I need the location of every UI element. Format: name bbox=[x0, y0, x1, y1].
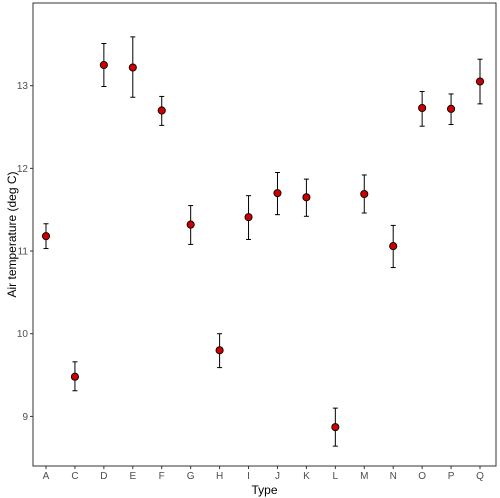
data-point-P bbox=[447, 104, 456, 113]
x-tick-label-C: C bbox=[71, 471, 78, 482]
y-axis: 9 10 11 12 13 bbox=[17, 81, 33, 423]
x-tick-label-O: O bbox=[418, 471, 426, 482]
point-group-D bbox=[99, 43, 108, 88]
point-group-E bbox=[128, 36, 137, 98]
x-tick-label-I: I bbox=[247, 471, 250, 482]
plot-panel bbox=[32, 2, 497, 467]
point-group-F bbox=[157, 95, 166, 126]
point-group-K bbox=[302, 178, 311, 217]
data-point-F bbox=[157, 106, 166, 115]
point-group-N bbox=[389, 224, 398, 269]
point-group-C bbox=[70, 361, 79, 392]
x-tick-label-D: D bbox=[100, 471, 107, 482]
y-tick-label: 9 bbox=[22, 412, 28, 423]
point-group-G bbox=[186, 205, 195, 245]
data-marks bbox=[41, 36, 485, 447]
point-group-Q bbox=[475, 58, 485, 105]
data-point-I bbox=[244, 213, 253, 222]
x-tick-label-E: E bbox=[129, 471, 136, 482]
data-point-K bbox=[302, 193, 311, 202]
data-point-C bbox=[70, 372, 79, 381]
y-axis-title: Air temperature (deg C) bbox=[5, 171, 19, 297]
x-tick-label-K: K bbox=[303, 471, 310, 482]
x-tick-label-L: L bbox=[333, 471, 339, 482]
x-tick-label-F: F bbox=[159, 471, 165, 482]
point-group-H bbox=[215, 333, 224, 369]
x-tick-label-H: H bbox=[216, 471, 223, 482]
y-tick-label: 10 bbox=[17, 329, 29, 340]
point-group-P bbox=[447, 93, 456, 126]
x-tick-label-J: J bbox=[275, 471, 280, 482]
y-tick-label: 12 bbox=[17, 164, 29, 175]
data-point-J bbox=[273, 189, 282, 198]
x-tick-label-P: P bbox=[448, 471, 455, 482]
data-point-N bbox=[389, 242, 398, 251]
x-tick-label-A: A bbox=[43, 471, 50, 482]
point-group-I bbox=[244, 195, 253, 240]
data-point-O bbox=[418, 103, 427, 113]
x-tick-label-G: G bbox=[187, 471, 195, 482]
x-tick-label-Q: Q bbox=[476, 471, 484, 482]
y-tick-label: 13 bbox=[17, 81, 29, 92]
x-axis-title: Type bbox=[251, 483, 277, 497]
data-point-D bbox=[99, 60, 108, 70]
data-point-A bbox=[41, 232, 51, 241]
point-group-A bbox=[41, 223, 51, 250]
data-point-E bbox=[128, 63, 137, 72]
point-group-O bbox=[418, 90, 427, 127]
point-group-M bbox=[360, 174, 369, 214]
point-group-L bbox=[331, 407, 340, 447]
x-tick-label-N: N bbox=[390, 471, 397, 482]
data-point-H bbox=[215, 346, 224, 355]
data-point-L bbox=[331, 423, 340, 432]
data-point-Q bbox=[475, 77, 485, 86]
data-point-M bbox=[360, 189, 369, 199]
y-tick-label: 11 bbox=[18, 247, 29, 258]
point-group-J bbox=[273, 171, 282, 216]
data-point-G bbox=[186, 220, 195, 229]
x-tick-label-M: M bbox=[360, 471, 368, 482]
